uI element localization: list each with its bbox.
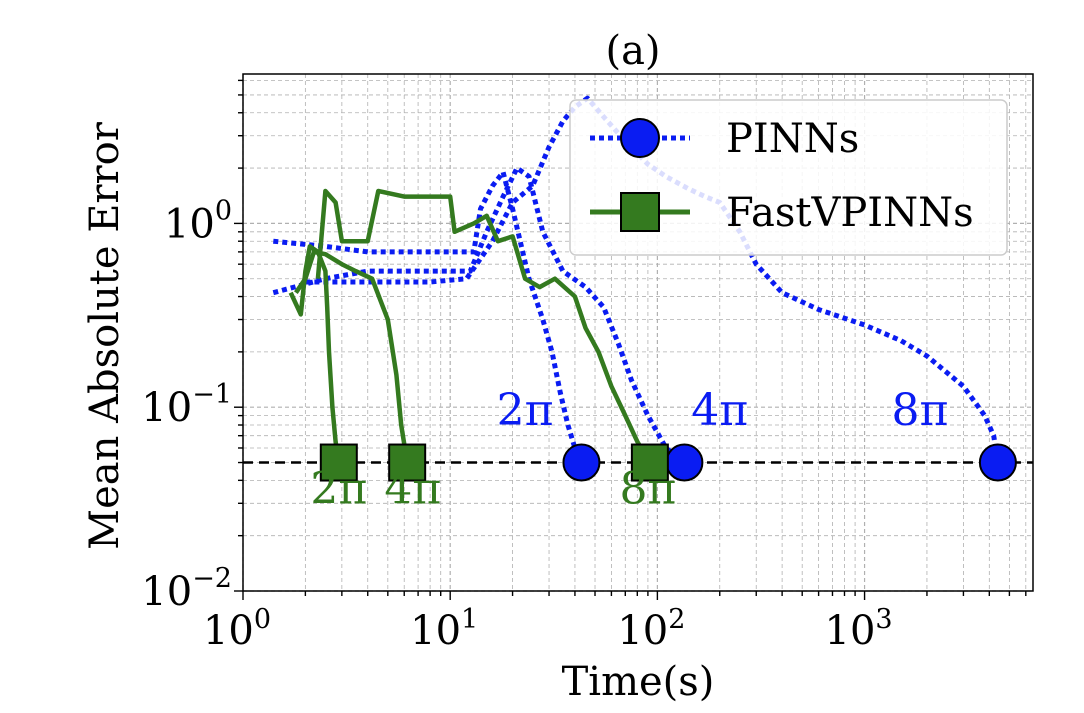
- annotation-label-1: 4π: [691, 385, 748, 436]
- series-lines: [272, 95, 1001, 465]
- x-tick-base: 10: [617, 608, 668, 654]
- y-tick-base: 10: [164, 201, 215, 247]
- series-line-fastvpinns-5: [315, 188, 652, 464]
- x-tick-label: 103: [825, 604, 893, 654]
- y-tick-label: 10−1: [141, 379, 232, 431]
- x-tick-base: 10: [203, 608, 254, 654]
- marker-square-5: [630, 443, 669, 482]
- x-tick-exp: 2: [668, 604, 685, 635]
- legend-box: [569, 99, 1008, 256]
- annotation-label-3: 2π: [310, 463, 367, 514]
- y-axis-title: Mean Absolute Error: [82, 121, 128, 550]
- x-axis-title: Time(s): [562, 659, 715, 705]
- series-line-pinns-1: [272, 165, 686, 465]
- y-tick-base: 10: [141, 569, 192, 615]
- annotations: 2π 4π 8π 2π 4π 8π: [310, 385, 948, 514]
- series-line-fastvpinns-4: [294, 249, 410, 463]
- x-tick-exp: 1: [461, 604, 478, 635]
- x-tick-exp: 0: [254, 604, 271, 635]
- annotation-label-4: 4π: [384, 463, 441, 514]
- x-tick-exp: 3: [875, 604, 892, 635]
- legend-label-fastvpinns: FastVPINNs: [726, 190, 974, 236]
- y-tick-label: 100: [164, 195, 232, 247]
- legend-marker-square: [620, 192, 660, 232]
- y-tick-base: 10: [141, 385, 192, 431]
- series-markers: [319, 443, 1017, 482]
- chart-title: (a): [605, 28, 660, 74]
- marker-circle-2: [978, 443, 1017, 482]
- x-tick-label: 101: [410, 604, 478, 654]
- x-tick-base: 10: [825, 608, 876, 654]
- annotation-label-2: 8π: [891, 385, 948, 436]
- marker-circle-0: [562, 443, 601, 482]
- y-tick-exp: 0: [215, 195, 232, 226]
- x-tick-base: 10: [410, 608, 461, 654]
- marker-square-3: [319, 443, 358, 482]
- x-tick-label: 100: [203, 604, 271, 654]
- series-line-fastvpinns-3: [288, 244, 342, 463]
- y-tick-label: 10−2: [141, 563, 232, 615]
- series-line-pinns-2: [305, 95, 1001, 463]
- legend-marker-circle: [620, 118, 660, 158]
- y-tick-exp: −2: [192, 563, 232, 594]
- marker-square-4: [388, 443, 427, 482]
- legend-label-pinns: PINNs: [726, 116, 859, 162]
- x-tick-label: 102: [617, 604, 685, 654]
- legend: PINNs FastVPINNs: [569, 99, 1008, 256]
- annotation-label-5: 8π: [619, 463, 676, 514]
- grid: [242, 74, 1033, 592]
- annotation-label-0: 2π: [497, 385, 554, 436]
- y-tick-exp: −1: [192, 379, 232, 410]
